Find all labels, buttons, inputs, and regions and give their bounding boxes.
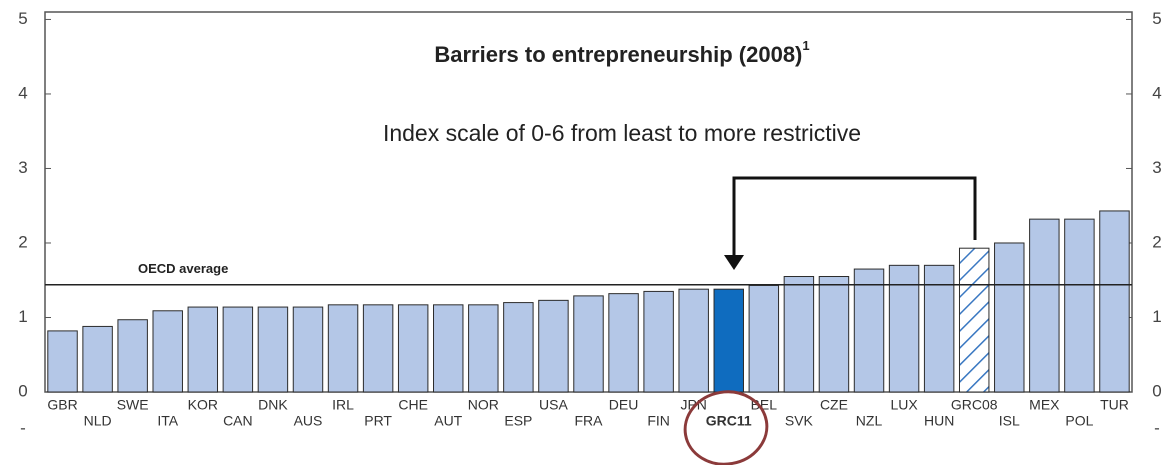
bar (47, 330, 78, 393)
y-tick-label: - (20, 419, 26, 438)
y2-tick-label: 0 (1152, 381, 1161, 400)
x-tick-label: FRA (575, 413, 604, 429)
bar (503, 302, 534, 393)
x-tick-label: FIN (647, 413, 670, 429)
x-tick-label: ISL (999, 413, 1020, 429)
y-tick-label: 1 (18, 307, 27, 326)
y2-tick-label: 1 (1152, 307, 1161, 326)
bar (433, 304, 464, 393)
highlight-circle (683, 390, 769, 465)
x-tick-label: DEU (609, 397, 639, 413)
bar (327, 304, 359, 393)
y2-tick-label: 2 (1152, 232, 1161, 251)
x-tick-label: IRL (332, 397, 354, 413)
bar (222, 306, 254, 393)
reference-label: OECD average (138, 261, 228, 276)
y-tick-label: 0 (18, 381, 27, 400)
bar (994, 242, 1025, 393)
x-tick-label: DNK (258, 397, 288, 413)
x-tick-label: USA (539, 397, 568, 413)
y-tick-label: 4 (18, 83, 27, 102)
x-tick-label: NOR (468, 397, 499, 413)
chart-subtitle: Index scale of 0-6 from least to more re… (383, 120, 861, 146)
x-tick-label: GRC11 (706, 413, 752, 429)
bar (538, 299, 569, 393)
bar (713, 288, 744, 393)
x-tick-label: AUT (434, 413, 462, 429)
x-tick-label: CHE (398, 397, 428, 413)
x-tick-label: AUS (294, 413, 323, 429)
x-tick-label: ESP (504, 413, 532, 429)
x-tick-label: GBR (47, 397, 77, 413)
bar (923, 264, 955, 393)
arrow (732, 176, 977, 258)
bar (643, 290, 674, 393)
y2-tick-label: 4 (1152, 83, 1161, 102)
bar (362, 304, 394, 393)
bar (397, 304, 429, 393)
x-tick-label: TUR (1100, 397, 1129, 413)
bar (292, 306, 324, 393)
bar (853, 268, 885, 393)
y2-tick-label: 5 (1152, 9, 1161, 28)
bar (1099, 210, 1130, 393)
y-tick-label: 3 (18, 158, 27, 177)
bar (1064, 218, 1095, 393)
x-tick-label: GRC08 (951, 397, 998, 413)
y-tick-label: 5 (18, 9, 27, 28)
y2-tick-label: 3 (1152, 158, 1161, 177)
bar (82, 325, 113, 393)
x-tick-label: NZL (856, 413, 883, 429)
bar (152, 310, 183, 393)
x-tick-label: ITA (157, 413, 178, 429)
bar (1029, 218, 1060, 393)
y-tick-label: 2 (18, 232, 27, 251)
x-tick-label: SVK (785, 413, 814, 429)
bar (783, 276, 815, 393)
x-tick-label: PRT (364, 413, 392, 429)
x-tick-label: BEL (751, 397, 778, 413)
arrow-head (724, 255, 744, 270)
x-tick-label: POL (1065, 413, 1093, 429)
x-tick-label: CAN (223, 413, 253, 429)
bar (187, 306, 219, 393)
bar (117, 319, 148, 393)
x-tick-label: CZE (820, 397, 848, 413)
bar (818, 276, 850, 393)
x-tick-label: NLD (84, 413, 112, 429)
bar (573, 295, 604, 393)
chart-title: Barriers to entrepreneurship (2008)1 (434, 38, 809, 66)
bar (748, 284, 780, 393)
bar (257, 306, 289, 393)
bar (888, 264, 920, 393)
x-tick-label: KOR (188, 397, 218, 413)
bar (608, 293, 639, 393)
bar (958, 247, 990, 393)
x-tick-label: HUN (924, 413, 954, 429)
bar (468, 304, 499, 393)
x-tick-label: SWE (117, 397, 149, 413)
y2-tick-label: - (1154, 419, 1160, 438)
x-tick-label: MEX (1029, 397, 1060, 413)
x-tick-label: LUX (890, 397, 918, 413)
bar (678, 288, 709, 393)
